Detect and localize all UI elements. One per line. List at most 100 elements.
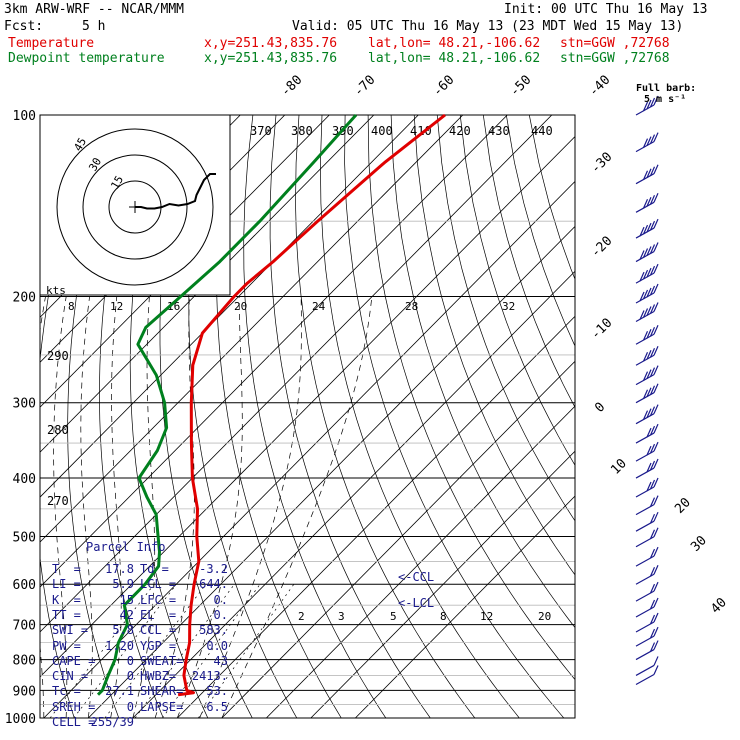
mixing-ratio-tick-label: 12 [110,300,123,313]
isotherm-line [355,495,575,718]
wind-barb-flag [649,134,656,144]
parcel-info-cell: LI = [52,577,81,592]
isotherm-tick-label: -80 [278,73,305,100]
isotherm-line [40,115,553,633]
legend-dewpoint-name: Dewpoint temperature [8,51,165,66]
fcst-value: 5 h [82,19,106,34]
parcel-info-cell: 0.0 [206,638,228,653]
wind-barb-flag [646,427,652,438]
parcel-info-cell: 0. [213,607,228,622]
wind-barb-flag [649,425,656,436]
wind-barb-flag [649,244,656,254]
mixing-ratio-tick-label: 8 [68,300,75,313]
theta-tick-label: 380 [291,124,313,138]
wind-barb-flag [646,99,652,110]
isotherm-line [40,135,575,678]
dry-adiabat-line [367,115,575,681]
parcel-info-cell: YGP = [140,638,177,653]
hodograph-ring-label: 45 [71,136,89,154]
wind-barb-flag [653,665,659,675]
wind-barb-flag [653,656,659,666]
parcel-info-cell: 5.9 [112,577,134,592]
isotherm-tick-label: 20 [672,495,694,517]
isotherm-tick-label: -30 [588,150,615,177]
isotherm-tick-label: -10 [588,316,615,343]
isotherm-tick-label: 30 [688,533,710,555]
isotherm-line [40,115,375,453]
wind-barb-flag [653,283,659,294]
dry-adiabat-line [269,115,431,718]
isotherm-tick-label: -50 [507,73,534,100]
legend-temperature-stn: stn=GGW ,72768 [560,36,670,51]
wind-barb-flag [642,331,649,341]
legend-temperature-latlon: lat,lon= 48.21,-106.62 [368,36,541,51]
wind-barb-flag [642,170,649,180]
parcel-info-cell: 42 [119,607,134,622]
parcel-info-cell: Td = [140,562,169,576]
wind-barb-flag [653,242,659,252]
wind-barb-flag [653,511,659,522]
wind-barb-flag [649,614,656,625]
wind-barb-flag [653,263,659,274]
wind-barb-flag [653,626,659,637]
parcel-info-cell: 1.20 [105,638,134,653]
wind-barb-flag [639,226,645,237]
wind-barb-flag [646,387,652,397]
moist-adiabat-line [40,296,46,718]
pressure-tick-label: 300 [13,397,36,412]
parcel-info-cell: 0 [126,699,134,714]
wind-barb-staff [635,664,655,676]
parcel-info-cell: 644. [199,577,228,592]
isotherm-tick-label: -40 [586,73,613,100]
wind-barb-flag [653,365,659,375]
wind-barb-flag [653,164,659,174]
dry-adiabat-line [528,115,575,281]
parcel-info-cell: 583. [199,623,228,638]
legend-dewpoint-xy: x,y=251.43,835.76 [204,51,338,66]
wind-barb-flag [649,529,656,539]
dewpoint-trace [96,113,358,696]
parcel-info-cell: LAPSE= [140,699,184,714]
wind-barb-flag [646,267,652,278]
wind-barb-flag [646,246,652,256]
wind-barb-flag [649,166,656,176]
wind-barb-flag [646,197,652,207]
wind-barb-flag [649,327,656,337]
parcel-info-cell: 43 [213,653,228,668]
wind-barb-flag [642,224,649,235]
parcel-info-cell: 5.8 [112,623,134,638]
mixing-ratio-tick-label: 16 [167,300,180,313]
isotherm-tick-label: 0 [592,400,608,416]
wind-barb-flag [653,345,659,356]
isotherm-line [221,360,575,718]
wind-barb-flag [646,481,652,492]
pressure-tick-label: 500 [13,530,36,545]
isotherm-line [40,115,508,588]
wind-barb-flag [653,527,659,537]
valid-time: Valid: 05 UTC Thu 16 May 13 (23 MDT Wed … [292,19,684,34]
parcel-info-cell: SHEAR= [140,684,184,699]
wind-barb-flag [653,325,659,335]
legend-temperature-name: Temperature [8,36,95,51]
barb-key-line1: Full barb: [636,83,697,94]
legend-temperature-xy: x,y=251.43,835.76 [204,36,338,51]
wind-barb-flag [649,566,656,577]
mixing-ratio-tick-label: 3 [338,610,345,623]
pressure-tick-label: 400 [13,472,36,487]
wind-barb-flag [653,132,659,142]
wind-barb-flag [642,308,649,318]
parcel-info-cell: 15 [119,592,134,607]
dry-adiabat-line [459,115,575,466]
plot-frame [39,114,576,719]
parcel-info-title: Parcel Info [86,540,166,554]
wind-barb-flag [649,347,656,358]
wind-barb-flag [642,371,649,381]
parcel-info-cell: CIN = [52,669,89,684]
wind-barb-flag [653,546,659,557]
dry-adiabat-line [390,115,575,629]
init-time: Init: 00 UTC Thu 16 May 13 [504,2,708,17]
legend-dewpoint-latlon: lat,lon= 48.21,-106.62 [368,51,541,66]
theta-tick-label: 410 [410,124,432,138]
mixing-ratio-tick-label: 20 [234,300,247,313]
parcel-info-cell: TT = [52,607,81,622]
